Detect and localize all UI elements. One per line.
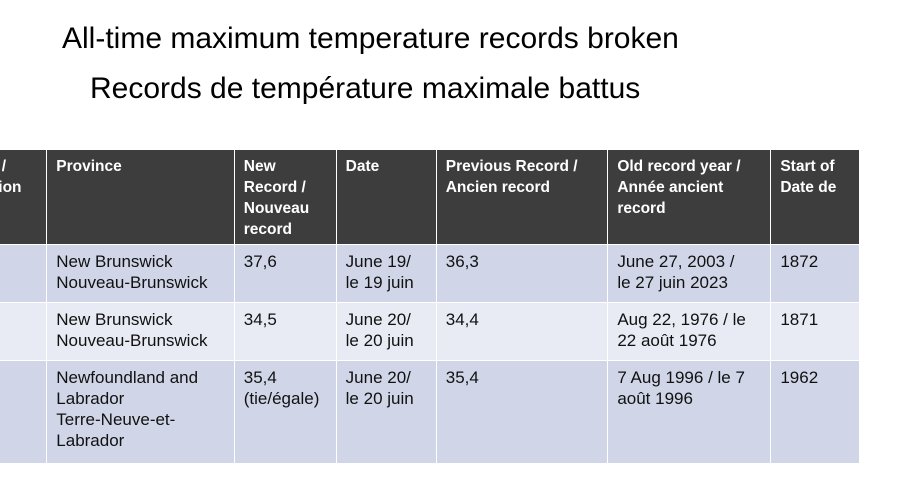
header-previous-record: Previous Record / Ancien record: [436, 150, 609, 245]
cell-start-date: 1872: [770, 244, 860, 303]
table-row: Newfoundland and Labrador Terre-Neuve-et- L…: [0, 360, 860, 463]
cell-old-record-year: June 27, 2003 /le 27 juin 2023: [607, 244, 772, 303]
cell-province: Newfoundland and Labrador Terre-Neuve-et- L…: [46, 360, 235, 463]
cell-old-record-year: Aug 22, 1976 / le 22 août 1976: [607, 302, 772, 361]
table-row: New Brunswick Nouveau-Brunswick 34,5 June…: [0, 302, 860, 361]
title-english: All-time maximum temperature records bro…: [62, 22, 679, 55]
cell-old-record-year: 7 Aug 1996 / le 7 août 1996: [607, 360, 772, 463]
header-new-record: New Record / Nouveau record: [234, 150, 337, 245]
cell-previous-record: 35,4: [436, 360, 609, 463]
cell-province: New Brunswick Nouveau-Brunswick: [46, 302, 235, 361]
header-old-record-year: Old record year / Année ancient record: [607, 150, 772, 245]
cell-previous-record: 36,3: [436, 244, 609, 303]
header-date: Date: [336, 150, 437, 245]
title-french: Records de température maximale battus: [90, 72, 641, 105]
header-site: Site /Station: [0, 150, 48, 245]
cell-new-record: 34,5: [234, 302, 337, 361]
cell-date: June 20/le 20 juin: [336, 360, 437, 463]
table-row: New Brunswick Nouveau-Brunswick 37,6 June…: [0, 244, 860, 303]
cell-new-record: 35,4 (tie/égale): [234, 360, 337, 463]
cell-site: [0, 302, 48, 361]
cell-site: [0, 244, 48, 303]
cell-province: New Brunswick Nouveau-Brunswick: [46, 244, 235, 303]
cell-new-record: 37,6: [234, 244, 337, 303]
header-start-date: Start of Date de: [770, 150, 860, 245]
header-province: Province: [46, 150, 235, 245]
cell-site: [0, 360, 48, 463]
cell-previous-record: 34,4: [436, 302, 609, 361]
cell-date: June 20/le 20 juin: [336, 302, 437, 361]
cell-date: June 19/le 19 juin: [336, 244, 437, 303]
cell-start-date: 1962: [770, 360, 860, 463]
cell-start-date: 1871: [770, 302, 860, 361]
